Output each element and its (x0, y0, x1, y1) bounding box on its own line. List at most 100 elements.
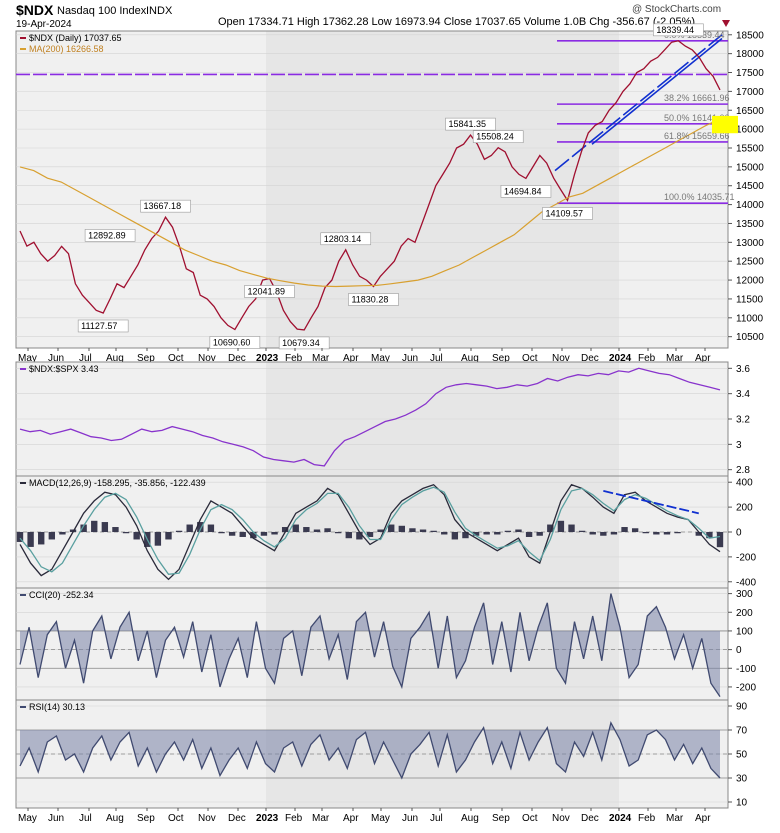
macd-histogram-bar (483, 532, 490, 535)
y-tick-label: 13000 (736, 238, 764, 249)
x-tick-label: Aug (461, 353, 479, 364)
price-callout: 12803.14 (324, 234, 362, 244)
price-callout: 12892.89 (88, 230, 126, 240)
macd-histogram-bar (59, 532, 66, 535)
macd-histogram-bar (165, 532, 172, 540)
macd-histogram-bar (462, 532, 469, 539)
y-tick-label: 17000 (736, 87, 764, 98)
y-tick-label: 30 (736, 774, 748, 785)
x-tick-label: Nov (198, 813, 216, 824)
panel-legend: MACD(12,26,9) -158.295, -35.856, -122.43… (20, 478, 206, 488)
series-line (19, 486, 721, 575)
macd-histogram-bar (568, 524, 575, 532)
series-line (19, 118, 721, 288)
y-tick-label: 11500 (736, 294, 764, 305)
x-tick-label: 2024 (609, 813, 632, 824)
x-tick-label: Feb (285, 813, 303, 824)
y-tick-label: 16000 (736, 125, 764, 136)
macd-histogram-bar (716, 532, 724, 548)
macd-histogram-bar (112, 527, 119, 532)
x-tick-label: Jul (79, 813, 92, 824)
quote-line: Open 17334.71 High 17362.28 Low 16973.94… (218, 16, 695, 28)
price-callout-box (500, 185, 552, 198)
y-tick-label: 10500 (736, 332, 764, 343)
fib-label: 50.0% 16141.00 (664, 113, 730, 123)
price-callout: 15508.24 (476, 132, 514, 142)
x-tick-label: Jul (79, 353, 92, 364)
macd-histogram-bar (228, 532, 236, 536)
macd-histogram-bar (345, 532, 352, 539)
panel-legend: CCI(20) -252.34 (20, 590, 94, 600)
fib-label: 61.8% 15659.66 (664, 131, 730, 141)
macd-histogram-bar (409, 528, 416, 532)
y-tick-label: 50 (736, 750, 748, 761)
y-tick-label: -100 (736, 664, 756, 675)
macd-histogram-bar (600, 532, 607, 536)
y-tick-label: 12000 (736, 276, 764, 287)
y-tick-label: 15500 (736, 143, 764, 154)
price-callout: 14694.84 (504, 186, 542, 196)
y-tick-label: 18500 (736, 30, 764, 41)
series-group (16, 721, 728, 780)
series-group (16, 593, 728, 697)
series-line (19, 721, 721, 780)
x-tick-label: Feb (638, 813, 656, 824)
symbol-label: $NDX (16, 2, 54, 18)
x-tick-label: Jun (48, 813, 64, 824)
macd-histogram-bar (494, 532, 501, 535)
price-callout: 14109.57 (546, 208, 584, 218)
y-tick-label: 13500 (736, 219, 764, 230)
x-tick-label: 2023 (256, 813, 279, 824)
ratio-panel: 2.8 3 3.2 3.4 3.6 $NDX:$SPX 3.43 (15, 361, 750, 477)
macd-histogram-bar (419, 529, 427, 532)
highlight-box (712, 115, 738, 134)
panel-legend: RSI(14) 30.13 (20, 702, 85, 712)
x-tick-label: Aug (106, 353, 124, 364)
macd-histogram-bar (38, 532, 45, 545)
macd-histogram-bar (313, 529, 321, 532)
legend-entry: RSI(14) 30.13 (29, 702, 85, 712)
x-tick-label: Aug (461, 813, 479, 824)
macd-histogram-bar (515, 529, 522, 532)
macd-histogram-bar (324, 528, 331, 532)
fib-label: 38.2% 16661.96 (664, 93, 730, 103)
y-tick-label: 18000 (736, 49, 764, 60)
macd-histogram-bar (91, 520, 98, 532)
macd-histogram-bar (610, 532, 618, 535)
macd-histogram-bar (642, 532, 649, 534)
shade-zone (16, 31, 266, 348)
price-panel: 10500 11000 11500 12000 12500 13000 13500 14000… (15, 23, 764, 364)
macd-histogram-bar (504, 530, 512, 532)
y-tick-label: -400 (736, 577, 756, 588)
macd-histogram-bar (80, 524, 87, 532)
macd-histogram-bar (557, 520, 565, 532)
y-tick-label: 300 (736, 589, 753, 600)
watermark-label: @ StockCharts.com (632, 4, 721, 15)
x-tick-label: Jun (402, 813, 418, 824)
x-tick-label: Dec (581, 353, 599, 364)
x-tick-label: 2023 (256, 353, 279, 364)
x-tick-label: Oct (522, 813, 538, 824)
x-tick-label: May (371, 353, 390, 364)
series-group (16, 483, 728, 581)
price-callout-box (244, 285, 295, 298)
y-tick-label: 3.6 (736, 364, 750, 375)
x-tick-label: Sep (137, 813, 155, 824)
price-callout-box (140, 199, 191, 213)
price-callout-box (320, 232, 372, 246)
x-tick-label: Oct (522, 353, 538, 364)
price-callout-box (77, 319, 129, 333)
index-name: Nasdaq 100 Index (57, 5, 147, 17)
divergence-line (603, 490, 699, 515)
x-tick-label: Nov (552, 353, 570, 364)
y-tick-label: 3.2 (736, 415, 750, 426)
macd-histogram-bar (653, 532, 660, 535)
price-callout: 13667.18 (144, 201, 182, 211)
x-tick-label: Apr (695, 353, 711, 364)
date-label: 19-Apr-2024 (16, 19, 72, 30)
y-tick-label: 3 (736, 440, 742, 451)
price-callout: 12041.89 (248, 286, 286, 296)
